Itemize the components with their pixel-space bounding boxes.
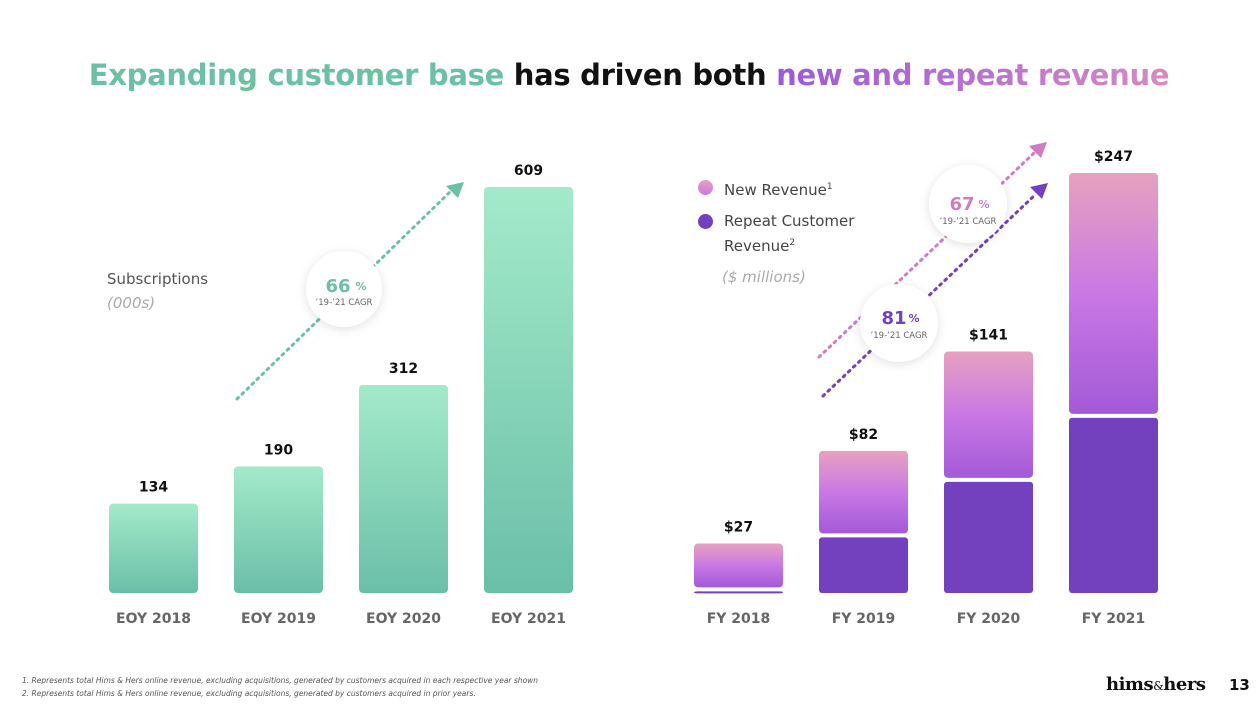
left-cagr-arrow-head bbox=[446, 182, 464, 198]
legend-repeat-label-line1: Repeat Customer bbox=[724, 212, 855, 230]
legend-repeat-footnote-ref: 2 bbox=[789, 238, 796, 248]
legend-repeat-label-line2: Revenue bbox=[724, 237, 790, 255]
repeat-cagr-arrow-line bbox=[821, 192, 1038, 398]
subscriptions-bar-2 bbox=[234, 466, 323, 593]
new-revenue-bar-2 bbox=[819, 450, 908, 534]
legend-new-revenue: New Revenue1 bbox=[724, 176, 833, 201]
page-number: 13 bbox=[1229, 676, 1250, 694]
repeat-cagr-label: ’19-’21 CAGR bbox=[871, 331, 928, 341]
brand-logo: hims&hers bbox=[1106, 674, 1206, 695]
legend-new-footnote-ref: 1 bbox=[826, 182, 833, 192]
subscriptions-bar-3 bbox=[359, 385, 448, 593]
left-cagr-label: ’19-’21 CAGR bbox=[316, 298, 373, 308]
left-chart-label: Subscriptions bbox=[107, 270, 209, 288]
subscriptions-value-label-1: 134 bbox=[139, 480, 168, 496]
legend-repeat-swatch bbox=[698, 214, 713, 229]
revenue-category-label-3: FY 2020 bbox=[957, 611, 1021, 627]
left-cagr-pct: % bbox=[355, 280, 366, 293]
legend-repeat-revenue: Repeat Customer Revenue2 bbox=[724, 210, 854, 257]
footnote-2: 2. Represents total Hims & Hers online r… bbox=[22, 689, 476, 698]
repeat-cagr-arrow-head bbox=[1030, 183, 1048, 199]
new-cagr-bubble bbox=[929, 165, 1007, 243]
repeat-revenue-bar-4 bbox=[1069, 417, 1158, 593]
revenue-category-label-4: FY 2021 bbox=[1082, 611, 1146, 627]
slide-title: Expanding customer base has driven both … bbox=[0, 58, 1258, 92]
repeat-cagr-value: 81 bbox=[881, 308, 906, 329]
subscriptions-value-label-2: 190 bbox=[264, 442, 293, 458]
left-chart-units: (000s) bbox=[107, 294, 156, 312]
new-cagr-pct: % bbox=[978, 198, 989, 211]
revenue-category-label-1: FY 2018 bbox=[707, 611, 771, 627]
repeat-revenue-bar-2 bbox=[819, 537, 908, 593]
revenue-total-label-1: $27 bbox=[724, 520, 753, 536]
title-part-3: new and repeat revenue bbox=[776, 58, 1170, 92]
new-revenue-bar-1 bbox=[694, 543, 783, 588]
repeat-cagr-pct: % bbox=[908, 312, 919, 325]
repeat-revenue-bar-1 bbox=[694, 591, 783, 594]
new-cagr-value: 67 bbox=[949, 194, 974, 215]
new-revenue-bar-3 bbox=[944, 351, 1033, 478]
new-cagr-arrow-head bbox=[1029, 142, 1047, 158]
repeat-cagr-bubble bbox=[860, 284, 938, 362]
left-cagr-value: 66 bbox=[325, 276, 350, 297]
title-part-1: Expanding customer base bbox=[88, 58, 505, 92]
legend-new-label: New Revenue bbox=[724, 181, 827, 199]
footnotes: 1. Represents total Hims & Hers online r… bbox=[22, 674, 538, 700]
revenue-total-label-3: $141 bbox=[969, 328, 1008, 344]
subscriptions-category-label-1: EOY 2018 bbox=[116, 611, 191, 627]
footnote-1: 1. Represents total Hims & Hers online r… bbox=[22, 676, 539, 685]
subscriptions-category-label-2: EOY 2019 bbox=[241, 611, 316, 627]
new-revenue-bar-4 bbox=[1069, 173, 1158, 414]
left-cagr-bubble bbox=[306, 251, 382, 327]
title-part-2: has driven both bbox=[503, 58, 777, 92]
subscriptions-category-label-4: EOY 2021 bbox=[491, 611, 566, 627]
right-chart-units: ($ millions) bbox=[722, 268, 806, 286]
new-cagr-label: ’19-’21 CAGR bbox=[940, 217, 997, 227]
revenue-total-label-4: $247 bbox=[1094, 149, 1133, 165]
left-cagr-arrow-line bbox=[235, 187, 455, 401]
revenue-category-label-2: FY 2019 bbox=[832, 611, 896, 627]
subscriptions-bar-1 bbox=[109, 503, 198, 593]
revenue-total-label-2: $82 bbox=[849, 427, 878, 443]
legend-new-swatch bbox=[698, 180, 713, 195]
subscriptions-value-label-4: 609 bbox=[514, 163, 543, 179]
repeat-revenue-bar-3 bbox=[944, 481, 1033, 593]
subscriptions-category-label-3: EOY 2020 bbox=[366, 611, 441, 627]
subscriptions-value-label-3: 312 bbox=[389, 361, 418, 377]
subscriptions-bar-4 bbox=[484, 187, 573, 593]
